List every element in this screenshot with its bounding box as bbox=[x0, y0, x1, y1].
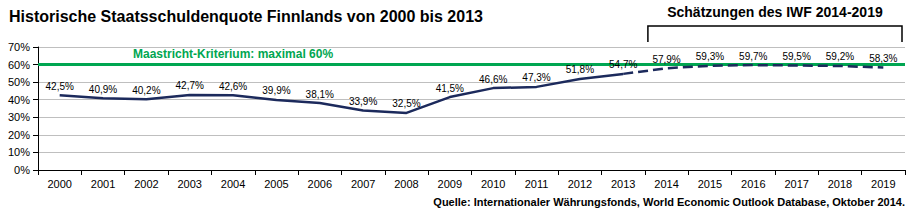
svg-text:Quelle: Internationaler Währun: Quelle: Internationaler Währungsfonds, W… bbox=[433, 196, 905, 208]
svg-text:2000: 2000 bbox=[47, 178, 71, 190]
svg-text:2001: 2001 bbox=[91, 178, 115, 190]
svg-text:59,2%: 59,2% bbox=[826, 51, 854, 62]
svg-text:2016: 2016 bbox=[741, 178, 765, 190]
svg-text:2019: 2019 bbox=[871, 178, 895, 190]
svg-text:51,8%: 51,8% bbox=[566, 64, 594, 75]
svg-text:30%: 30% bbox=[8, 111, 30, 123]
svg-text:59,3%: 59,3% bbox=[696, 51, 724, 62]
svg-text:50%: 50% bbox=[8, 76, 30, 88]
svg-text:47,3%: 47,3% bbox=[522, 72, 550, 83]
svg-text:2002: 2002 bbox=[134, 178, 158, 190]
svg-text:2007: 2007 bbox=[351, 178, 375, 190]
svg-text:40,2%: 40,2% bbox=[132, 85, 160, 96]
svg-text:Maastricht-Kriterium: maximal: Maastricht-Kriterium: maximal 60% bbox=[133, 47, 333, 61]
svg-text:59,7%: 59,7% bbox=[739, 51, 767, 62]
svg-text:0%: 0% bbox=[14, 164, 30, 176]
svg-text:46,6%: 46,6% bbox=[479, 74, 507, 85]
svg-text:39,9%: 39,9% bbox=[262, 85, 290, 96]
svg-text:2015: 2015 bbox=[698, 178, 722, 190]
svg-text:42,5%: 42,5% bbox=[45, 81, 73, 92]
svg-text:60%: 60% bbox=[8, 59, 30, 71]
svg-text:54,7%: 54,7% bbox=[609, 59, 637, 70]
svg-text:41,5%: 41,5% bbox=[436, 83, 464, 94]
svg-text:2014: 2014 bbox=[654, 178, 678, 190]
svg-text:57,9%: 57,9% bbox=[652, 54, 680, 65]
svg-text:2017: 2017 bbox=[784, 178, 808, 190]
svg-text:2010: 2010 bbox=[481, 178, 505, 190]
svg-text:2005: 2005 bbox=[264, 178, 288, 190]
svg-text:2008: 2008 bbox=[394, 178, 418, 190]
svg-text:59,5%: 59,5% bbox=[782, 51, 810, 62]
svg-text:70%: 70% bbox=[8, 41, 30, 53]
svg-text:2003: 2003 bbox=[177, 178, 201, 190]
svg-text:2009: 2009 bbox=[438, 178, 462, 190]
svg-text:32,5%: 32,5% bbox=[392, 98, 420, 109]
svg-text:33,9%: 33,9% bbox=[349, 96, 377, 107]
svg-text:2011: 2011 bbox=[525, 178, 549, 190]
svg-text:Historische Staatsschuldenquot: Historische Staatsschuldenquote Finnland… bbox=[9, 8, 483, 25]
svg-text:2004: 2004 bbox=[221, 178, 245, 190]
svg-text:2018: 2018 bbox=[828, 178, 852, 190]
svg-text:42,6%: 42,6% bbox=[219, 81, 247, 92]
svg-text:20%: 20% bbox=[8, 129, 30, 141]
svg-text:Schätzungen des IWF 2014-2019: Schätzungen des IWF 2014-2019 bbox=[667, 4, 883, 20]
svg-text:40,9%: 40,9% bbox=[89, 84, 117, 95]
svg-text:2012: 2012 bbox=[568, 178, 592, 190]
svg-text:40%: 40% bbox=[8, 94, 30, 106]
svg-text:38,1%: 38,1% bbox=[306, 89, 334, 100]
svg-text:2006: 2006 bbox=[308, 178, 332, 190]
svg-text:10%: 10% bbox=[8, 146, 30, 158]
svg-text:42,7%: 42,7% bbox=[176, 80, 204, 91]
svg-text:58,3%: 58,3% bbox=[869, 53, 897, 64]
svg-text:2013: 2013 bbox=[611, 178, 635, 190]
